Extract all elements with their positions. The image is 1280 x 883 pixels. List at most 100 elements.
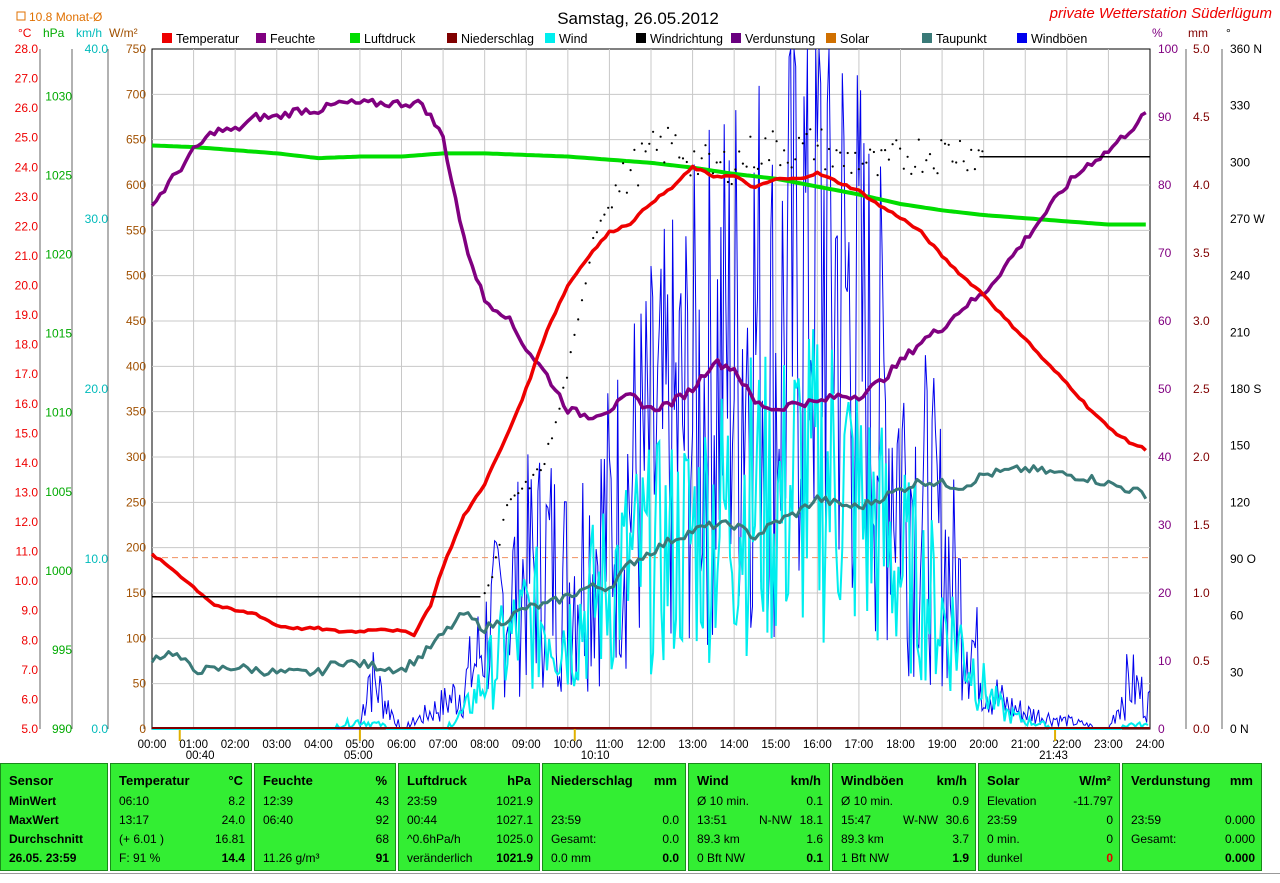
x-tick-label: 20:00 — [969, 739, 998, 751]
y-tick-pressure: 1005 — [45, 485, 72, 499]
panel-cell-value: -11.797 — [1073, 794, 1113, 808]
legend: Temperatur Feuchte Luftdruck Niederschlag Wi… — [162, 32, 1087, 46]
stats-panel: Verdunstung mm 23:59 0.000 Gesamt: 0.000 0.000 — [1122, 763, 1262, 871]
panel-row: Elevation -11.797 — [987, 794, 1113, 812]
windrichtung-point — [857, 168, 861, 171]
month-avg-checkbox[interactable] — [16, 11, 26, 21]
x-tick-label: 17:00 — [845, 739, 874, 751]
windrichtung-point — [700, 157, 703, 160]
y-tick-wind: 30.0 — [85, 212, 109, 226]
y-tick-humidity: 20 — [1158, 586, 1172, 600]
windrichtung-point — [958, 139, 962, 143]
panel-row: 12:39 43 — [263, 794, 389, 812]
windrichtung-point — [622, 162, 625, 165]
y-tick-temp: 23.0 — [15, 190, 39, 204]
windrichtung-point — [932, 167, 935, 170]
panel-cell-label: 06:10 — [119, 794, 150, 808]
y-tick-temp: 28.0 — [15, 42, 39, 56]
panel-cell-value: 1.9 — [952, 851, 969, 865]
y-tick-solar: 500 — [126, 269, 146, 283]
windrichtung-point — [771, 130, 774, 133]
panel-row: 23:59 0 — [987, 813, 1113, 831]
panel-row: 0 min. 0 — [987, 832, 1113, 850]
panel-cell-value: 18.1 — [799, 813, 823, 827]
series-layer — [150, 48, 1151, 730]
windrichtung-point — [708, 152, 711, 155]
windrichtung-point — [947, 143, 950, 146]
windrichtung-point — [839, 151, 842, 154]
panel-cell-value: 68 — [375, 832, 389, 846]
x-tick-label: 05:00 — [346, 739, 375, 751]
legend-swatch — [636, 33, 646, 43]
y-tick-direction: 300 — [1230, 155, 1250, 169]
panel-cell-value: 0.000 — [1224, 832, 1255, 846]
y-tick-direction: 90 O — [1230, 552, 1256, 566]
panel-row: Gesamt: 0.0 — [551, 832, 679, 850]
unit-rain: mm — [1188, 26, 1208, 40]
windrichtung-point — [764, 137, 767, 140]
panel-row: Ø 10 min. 0.9 — [841, 794, 969, 812]
y-tick-solar: 50 — [133, 677, 147, 691]
x-tick-label: 14:00 — [720, 739, 749, 751]
y-tick-temp: 27.0 — [15, 72, 39, 86]
panel-cell-label: 26.05. 23:59 — [9, 851, 77, 865]
panel-cell-label: ^0.6hPa/h — [407, 832, 461, 846]
panel-cell-value: 1.6 — [806, 832, 823, 846]
bottom-strip — [0, 873, 1280, 883]
panel-row: MinWert — [9, 794, 101, 812]
unit-wind: km/h — [76, 26, 102, 40]
windrichtung-point — [981, 150, 984, 153]
y-tick-temp: 21.0 — [15, 249, 39, 263]
panel-row: 0 Bft NW 0.1 — [697, 851, 823, 869]
windrichtung-point — [536, 468, 539, 471]
panel-cell-label: 00:44 — [407, 813, 438, 827]
y-tick-wind: 10.0 — [85, 552, 109, 566]
panel-cell-value: 1021.9 — [496, 794, 533, 808]
y-tick-pressure: 995 — [52, 643, 72, 657]
y-tick-temp: 26.0 — [15, 101, 39, 115]
legend-swatch — [545, 33, 555, 43]
legend-swatch — [256, 33, 266, 43]
y-tick-direction: 330 — [1230, 99, 1250, 113]
windrichtung-point — [644, 150, 647, 153]
windrichtung-point — [756, 167, 760, 170]
windrichtung-point — [797, 136, 801, 139]
legend-label: Niederschlag — [461, 32, 534, 46]
x-tick-label: 00:00 — [138, 739, 167, 751]
panel-cell-label: 15:47 — [841, 813, 872, 827]
panel-row: 13:51 N-NW 18.1 — [697, 813, 823, 831]
legend-swatch — [922, 33, 932, 43]
x-tick-label: 13:00 — [678, 739, 707, 751]
windrichtung-point — [610, 206, 614, 209]
y-tick-temp: 22.0 — [15, 219, 39, 233]
y-tick-rain: 2.5 — [1193, 382, 1210, 396]
windrichtung-point — [498, 543, 501, 546]
y-tick-pressure: 1000 — [45, 564, 72, 578]
panel-cell-label: 12:39 — [263, 794, 294, 808]
panel-row: dunkel 0 — [987, 851, 1113, 869]
panel-row: (+ 6.01 ) 16.81 — [119, 832, 245, 850]
windrichtung-point — [629, 169, 632, 172]
windrichtung-point — [891, 143, 894, 146]
series-feuchte — [150, 97, 1147, 421]
stats-panel: Windböen km/h Ø 10 min. 0.9 15:47 W-NW 30.6 89.… — [832, 763, 976, 871]
y-tick-pressure: 1020 — [45, 248, 72, 262]
stats-panel: Wind km/h Ø 10 min. 0.1 13:51 N-NW 18.1 89.3 km… — [688, 763, 830, 871]
station-label: private Wetterstation Süderlügum — [1049, 5, 1272, 22]
axes: 00:00 01:00 02:00 03:00 04:00 05:00 06:00 07:00… — [15, 42, 1266, 760]
y-tick-humidity: 80 — [1158, 178, 1172, 192]
windrichtung-point — [592, 236, 595, 240]
y-tick-pressure: 990 — [52, 722, 72, 736]
y-tick-pressure: 1030 — [45, 89, 72, 103]
panel-cell-value: 43 — [375, 794, 389, 808]
y-tick-humidity: 50 — [1158, 382, 1172, 396]
windrichtung-point — [491, 576, 494, 579]
windrichtung-point — [614, 184, 617, 187]
windrichtung-point — [666, 126, 670, 129]
panel-cell-label: 13:51 — [697, 813, 728, 827]
x-tick-label: 18:00 — [886, 739, 915, 751]
x-tick-label: 02:00 — [221, 739, 250, 751]
panel-row — [551, 794, 679, 812]
windrichtung-point — [532, 473, 535, 476]
y-tick-solar: 750 — [126, 42, 146, 56]
